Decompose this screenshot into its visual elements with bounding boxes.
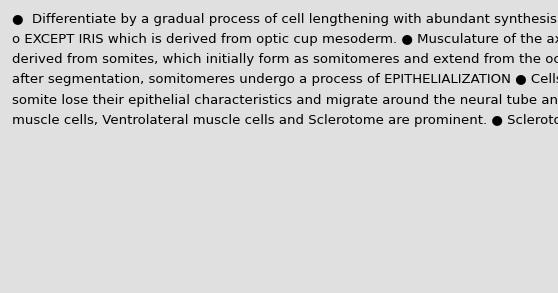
- Text: after segmentation, somitomeres undergo a process of EPITHELIALIZATION ● Cells i: after segmentation, somitomeres undergo …: [12, 74, 558, 86]
- Text: ●  Differentiate by a gradual process of cell lengthening with abundant synthesi: ● Differentiate by a gradual process of …: [12, 13, 558, 26]
- Text: derived from somites, which initially form as somitomeres and extend from the oc: derived from somites, which initially fo…: [12, 53, 558, 66]
- Text: somite lose their epithelial characteristics and migrate around the neural tube : somite lose their epithelial characteris…: [12, 93, 558, 107]
- Text: muscle cells, Ventrolateral muscle cells and Sclerotome are prominent. ● Sclerot: muscle cells, Ventrolateral muscle cells…: [12, 114, 558, 127]
- Text: o EXCEPT IRIS which is derived from optic cup mesoderm. ● Musculature of the axi: o EXCEPT IRIS which is derived from opti…: [12, 33, 558, 46]
